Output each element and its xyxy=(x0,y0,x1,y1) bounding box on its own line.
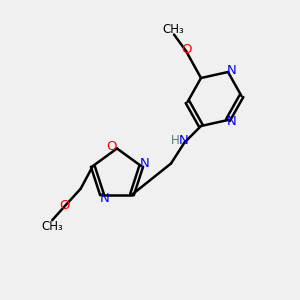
Text: N: N xyxy=(179,134,189,148)
Text: O: O xyxy=(60,199,70,212)
Text: O: O xyxy=(106,140,117,153)
Text: N: N xyxy=(100,192,109,205)
Text: N: N xyxy=(140,157,150,169)
Text: CH₃: CH₃ xyxy=(163,22,184,36)
Text: N: N xyxy=(227,115,236,128)
Text: O: O xyxy=(181,43,192,56)
Text: N: N xyxy=(227,64,236,77)
Text: H: H xyxy=(170,134,179,147)
Text: CH₃: CH₃ xyxy=(41,220,63,232)
